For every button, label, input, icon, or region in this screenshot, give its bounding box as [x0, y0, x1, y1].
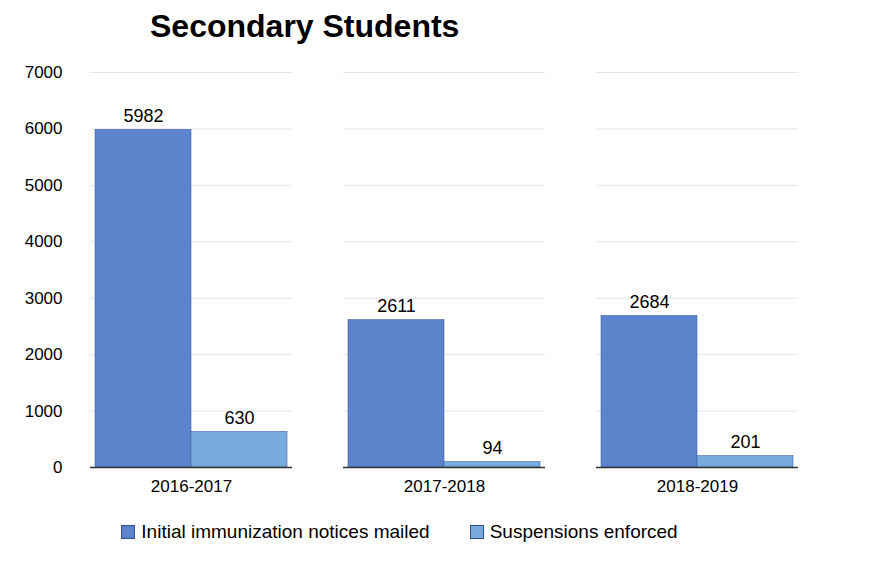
svg-text:2611: 2611 — [377, 296, 416, 316]
svg-text:2016-2017: 2016-2017 — [151, 477, 232, 496]
svg-text:630: 630 — [224, 408, 254, 428]
svg-text:5982: 5982 — [123, 106, 163, 126]
svg-text:1000: 1000 — [25, 402, 63, 421]
svg-text:201: 201 — [730, 432, 760, 452]
svg-text:3000: 3000 — [25, 289, 63, 308]
svg-text:2684: 2684 — [629, 292, 669, 312]
svg-text:2017-2018: 2017-2018 — [404, 477, 485, 496]
svg-text:5000: 5000 — [25, 176, 63, 195]
svg-text:4000: 4000 — [25, 232, 63, 251]
svg-text:7000: 7000 — [25, 63, 63, 82]
svg-text:0: 0 — [53, 458, 62, 477]
svg-text:94: 94 — [482, 438, 502, 458]
svg-text:2000: 2000 — [25, 345, 63, 364]
html-text:Suspensions enforced: Suspensions enforced — [489, 521, 678, 542]
svg-text:2018-2019: 2018-2019 — [657, 477, 738, 496]
html-text:Initial immunization notices m: Initial immunization notices mailed — [141, 521, 430, 542]
svg-text:6000: 6000 — [25, 119, 63, 138]
html-text:Secondary Students: Secondary Students — [150, 8, 460, 44]
